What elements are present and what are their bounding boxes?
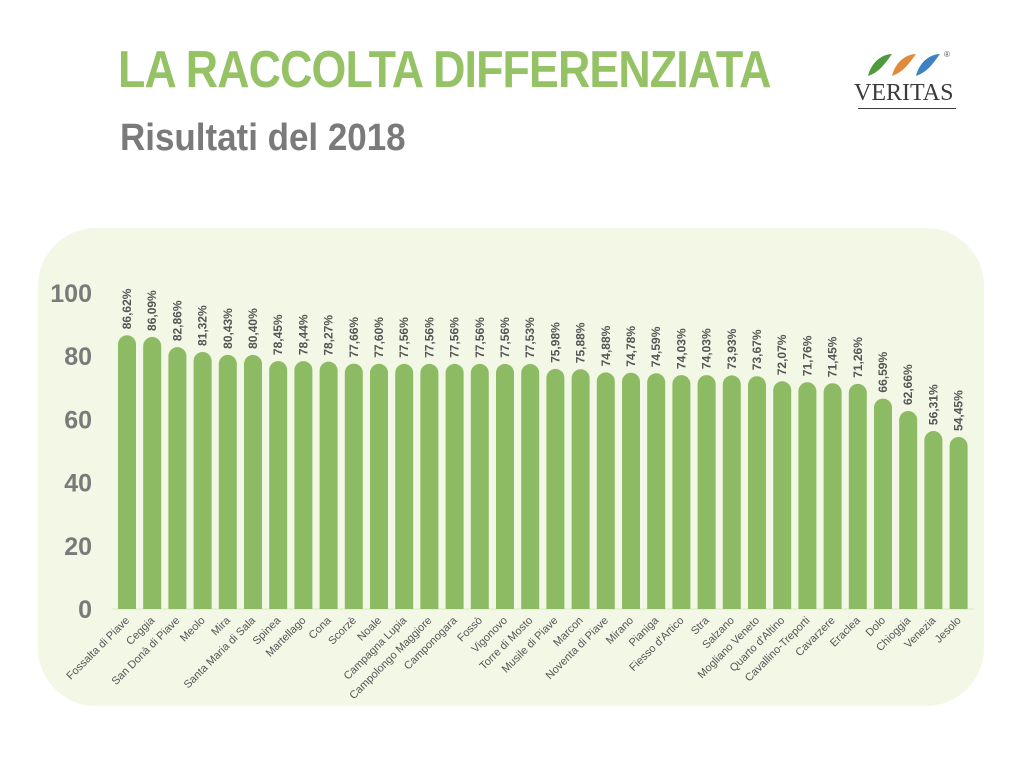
- bar: [622, 372, 640, 609]
- bar: [294, 361, 313, 609]
- bar: [218, 354, 237, 609]
- y-tick-label: 20: [64, 533, 92, 561]
- bar-value-label: 82,86%: [170, 300, 184, 341]
- bar-value-label: 75,98%: [548, 322, 562, 363]
- bar: [319, 361, 338, 609]
- bar: [773, 381, 792, 609]
- bar: [874, 398, 892, 609]
- bar: [748, 376, 766, 609]
- bar: [395, 363, 414, 609]
- bar-value-label: 80,40%: [246, 308, 260, 349]
- bar: [521, 364, 540, 609]
- y-tick-label: 0: [78, 596, 92, 624]
- bar-value-label: 74,03%: [700, 328, 714, 369]
- bar-value-label: 74,03%: [674, 328, 688, 369]
- bar: [370, 363, 388, 609]
- bar: [672, 375, 691, 609]
- bar-value-label: 78,27%: [322, 315, 336, 356]
- bar-value-label: 77,60%: [372, 317, 386, 358]
- bar-value-label: 78,44%: [296, 314, 310, 355]
- bar-value-label: 77,66%: [347, 317, 361, 358]
- bar-value-label: 62,66%: [901, 364, 915, 405]
- bar-value-label: 77,56%: [422, 317, 436, 358]
- bar-value-label: 54,45%: [952, 390, 966, 431]
- bar-value-label: 77,53%: [523, 317, 537, 358]
- bar-value-label: 71,45%: [826, 336, 840, 377]
- bar: [244, 354, 262, 609]
- bar: [899, 410, 918, 609]
- bar: [571, 369, 590, 609]
- registered-mark: ®: [944, 50, 950, 59]
- bar-value-label: 77,56%: [498, 317, 512, 358]
- bar: [596, 372, 615, 609]
- y-tick-label: 60: [64, 406, 92, 434]
- bar: [924, 431, 943, 609]
- bar: [118, 335, 136, 609]
- logo-underline: [858, 108, 956, 109]
- bar-value-label: 72,07%: [775, 334, 789, 375]
- y-tick-label: 80: [64, 343, 92, 371]
- bar-value-label: 56,31%: [926, 384, 940, 425]
- bar: [143, 336, 162, 609]
- bar: [193, 352, 212, 609]
- bar: [949, 436, 968, 609]
- page-subtitle: Risultati del 2018: [120, 117, 406, 159]
- y-tick-label: 40: [64, 470, 92, 498]
- bars: [118, 335, 968, 609]
- logo-text: VERITAS: [854, 80, 954, 106]
- bar-value-label: 77,56%: [397, 317, 411, 358]
- logo-waves-icon: [868, 54, 940, 76]
- bar: [823, 383, 842, 609]
- bar: [269, 361, 288, 609]
- bar: [798, 382, 817, 609]
- bar-value-label: 74,59%: [649, 326, 663, 367]
- bar-value-label: 81,32%: [196, 305, 210, 346]
- x-tick-label: Meolo: [178, 615, 208, 645]
- y-axis: 0 20 40 60 80 100: [50, 280, 92, 624]
- bar-value-label: 75,88%: [574, 322, 588, 363]
- bar: [496, 363, 514, 609]
- bar-value-label: 73,93%: [725, 328, 739, 369]
- bar-value-label: 78,45%: [271, 314, 285, 355]
- bar: [445, 363, 464, 609]
- bar-value-label: 86,09%: [145, 290, 159, 331]
- bar-value-label: 71,26%: [851, 337, 865, 378]
- bar-value-label: 74,88%: [599, 325, 613, 366]
- bar-value-label: 74,78%: [624, 326, 638, 367]
- bar: [697, 375, 716, 609]
- bar: [470, 363, 489, 609]
- bar: [168, 347, 187, 609]
- bar-value-label: 80,43%: [221, 308, 235, 349]
- bar-value-label: 71,76%: [800, 335, 814, 376]
- bar: [546, 368, 565, 609]
- x-tick-label: Jesolo: [933, 615, 964, 646]
- page-title: LA RACCOLTA DIFFERENZIATA: [118, 41, 771, 99]
- bar-value-label: 77,56%: [448, 317, 462, 358]
- bar: [722, 375, 741, 609]
- bar: [344, 363, 363, 609]
- value-labels: 86,62% 86,09% 82,86% 81,32% 80,43% 80,40% 78,4…: [120, 288, 966, 431]
- bar-value-label: 73,67%: [750, 329, 764, 370]
- bar-value-label: 86,62%: [120, 288, 134, 329]
- veritas-logo: VERITAS ®: [850, 50, 960, 112]
- bar: [848, 383, 867, 609]
- bar: [647, 373, 666, 609]
- x-tick-label: Scorzè: [326, 615, 359, 648]
- bar-value-label: 66,59%: [876, 352, 890, 393]
- bar: [420, 363, 439, 609]
- y-tick-label: 100: [50, 280, 92, 308]
- bar-value-label: 77,56%: [473, 317, 487, 358]
